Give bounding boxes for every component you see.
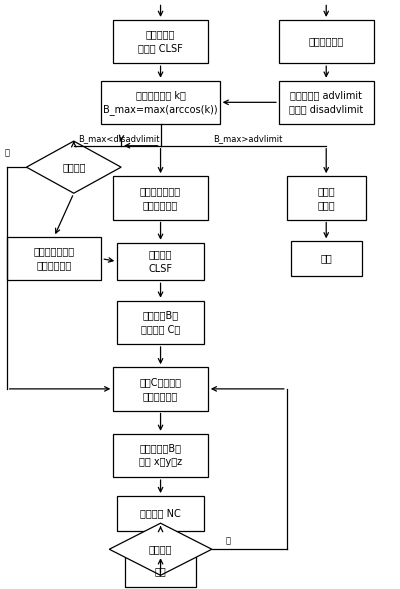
Polygon shape [109,523,212,575]
FancyBboxPatch shape [125,555,196,587]
Text: 逆行遍历刀位 k值
B_max=max(arccos(k)): 逆行遍历刀位 k值 B_max=max(arccos(k)) [103,90,218,115]
FancyBboxPatch shape [7,237,101,280]
FancyBboxPatch shape [279,20,374,63]
Text: 结束: 结束 [155,566,166,576]
FancyBboxPatch shape [117,300,204,344]
Text: 反求C值，选择
旋转最少的解: 反求C值，选择 旋转最少的解 [140,377,182,401]
Text: 否: 否 [4,148,9,157]
Text: 非依赖轴首解选
移在可视区间: 非依赖轴首解选 移在可视区间 [34,247,75,270]
Text: 结束: 结束 [320,254,332,264]
Text: 接受机床参数: 接受机床参数 [308,37,344,47]
Text: 计算首解B值
和对应的 C值: 计算首解B值 和对应的 C值 [141,310,180,335]
Text: 重新读入
CLSF: 重新读入 CLSF [148,250,172,273]
FancyBboxPatch shape [287,176,366,220]
Text: 确定优势角 advlimit
劣势角 disadvlimit: 确定优势角 advlimit 劣势角 disadvlimit [289,90,363,114]
Text: 读入刀位轨
迹文件 CLSF: 读入刀位轨 迹文件 CLSF [138,29,183,54]
FancyBboxPatch shape [101,81,220,124]
Text: 确定对应的B值
以及 x，y，z: 确定对应的B值 以及 x，y，z [139,444,182,468]
FancyBboxPatch shape [113,434,208,477]
FancyBboxPatch shape [113,20,208,63]
Text: 提示调
整刀路: 提示调 整刀路 [318,186,335,210]
Text: 输出该行 NC: 输出该行 NC [140,508,181,518]
Text: 否: 否 [225,536,230,545]
Text: B_max<disadvlimit: B_max<disadvlimit [78,134,160,143]
FancyBboxPatch shape [117,496,204,531]
FancyBboxPatch shape [113,176,208,220]
FancyBboxPatch shape [291,241,362,276]
Text: 可视区间: 可视区间 [62,162,86,172]
Text: 非依赖轴首解选
移在优势区间: 非依赖轴首解选 移在优势区间 [140,186,181,210]
FancyBboxPatch shape [117,243,204,280]
Text: B_max>advlimit: B_max>advlimit [213,134,282,143]
Text: 最后刀位: 最后刀位 [149,544,172,554]
Polygon shape [26,141,121,193]
FancyBboxPatch shape [113,367,208,411]
FancyBboxPatch shape [279,81,374,124]
